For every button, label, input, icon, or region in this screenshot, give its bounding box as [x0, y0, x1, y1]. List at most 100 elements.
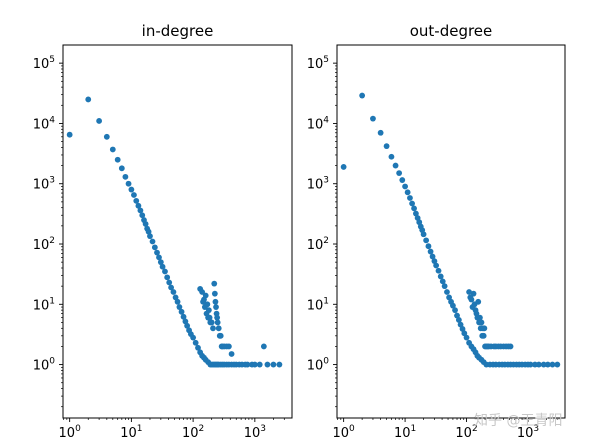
data-point: [396, 170, 403, 177]
y-tick-label: 105: [307, 55, 329, 72]
data-point: [423, 237, 430, 244]
data-point: [159, 263, 166, 270]
data-point: [441, 283, 448, 290]
data-point: [142, 221, 149, 227]
data-point: [549, 361, 556, 368]
data-point: [264, 361, 271, 368]
data-point: [466, 289, 472, 295]
data-point: [131, 192, 137, 198]
data-point: [470, 290, 477, 297]
x-tick-label: 103: [517, 424, 539, 441]
in-degree-panel: in-degree 100 101 102 103 100 101 102 103 104 105: [33, 22, 293, 441]
y-tick-label: 104: [307, 115, 330, 132]
data-point: [260, 343, 267, 350]
data-point: [459, 326, 466, 332]
data-point: [172, 294, 179, 301]
data-point: [178, 308, 185, 315]
data-point: [478, 319, 485, 326]
x-tick-label: 103: [244, 424, 266, 441]
data-point: [370, 115, 376, 122]
data-point: [211, 290, 218, 297]
x-tick-label: 100: [59, 424, 82, 441]
data-point: [214, 319, 221, 326]
data-point: [455, 317, 462, 323]
y-tick-label: 101: [33, 296, 55, 313]
data-point: [114, 156, 121, 163]
y-tick-label: 101: [307, 296, 329, 313]
x-tick-label: 100: [332, 424, 355, 441]
data-point: [170, 289, 177, 295]
y-tick-label: 105: [33, 55, 55, 72]
data-point: [195, 344, 201, 351]
chart-title: out-degree: [410, 22, 493, 40]
data-point: [425, 243, 432, 250]
data-point: [212, 298, 219, 305]
data-point: [139, 212, 146, 219]
data-point: [201, 304, 208, 310]
data-point: [151, 244, 158, 251]
data-point: [217, 332, 224, 339]
data-point: [388, 153, 395, 160]
data-point: [340, 164, 347, 170]
data-point: [205, 314, 212, 321]
data-point: [135, 202, 142, 209]
data-point: [544, 361, 551, 368]
data-point: [109, 146, 116, 153]
data-point: [180, 313, 187, 320]
chart-title: in-degree: [142, 22, 214, 40]
data-point: [164, 274, 171, 281]
data-point: [251, 361, 258, 368]
x-tick-label: 102: [455, 424, 477, 441]
data-point: [431, 258, 438, 265]
data-point: [256, 361, 263, 368]
data-point: [409, 200, 415, 207]
data-point: [427, 248, 434, 255]
data-point: [103, 133, 110, 140]
axes-frame: [62, 44, 293, 419]
data-point: [162, 268, 168, 275]
data-point: [439, 278, 446, 285]
data-point: [210, 325, 216, 332]
data-point: [413, 210, 419, 217]
data-point: [477, 314, 483, 321]
data-point: [446, 294, 452, 301]
data-point: [200, 298, 206, 305]
data-point: [125, 180, 132, 187]
data-point: [147, 233, 153, 240]
data-point: [157, 259, 164, 266]
data-point: [452, 307, 458, 314]
data-point: [433, 262, 440, 269]
data-point: [176, 304, 183, 310]
data-point: [377, 129, 384, 136]
data-point: [85, 96, 92, 103]
data-point: [122, 173, 129, 180]
data-point: [383, 143, 390, 150]
data-point: [96, 118, 103, 124]
x-tick-label: 102: [182, 424, 204, 441]
data-point: [535, 361, 542, 368]
out-degree-panel: out-degree 100 101 102 103 100 101 102 103 104 105: [307, 22, 566, 441]
data-point: [149, 238, 156, 245]
data-point: [211, 280, 218, 287]
data-point: [137, 207, 144, 214]
data-point: [118, 165, 125, 172]
data-point: [457, 321, 464, 328]
data-point: [156, 254, 162, 261]
data-point: [202, 292, 209, 299]
data-point: [420, 231, 427, 238]
data-point: [166, 279, 173, 286]
data-point: [411, 205, 417, 212]
data-point: [184, 322, 191, 329]
data-point: [199, 289, 206, 295]
data-point: [429, 253, 436, 260]
data-point: [192, 339, 199, 346]
y-tick-label: 102: [33, 236, 55, 253]
y-tick-label: 103: [33, 176, 55, 193]
data-point: [213, 304, 219, 310]
data-point: [168, 284, 175, 291]
y-tick-label: 100: [33, 357, 56, 374]
data-point: [182, 318, 189, 325]
data-point: [145, 228, 152, 235]
data-point: [244, 361, 251, 368]
data-point: [276, 361, 283, 368]
